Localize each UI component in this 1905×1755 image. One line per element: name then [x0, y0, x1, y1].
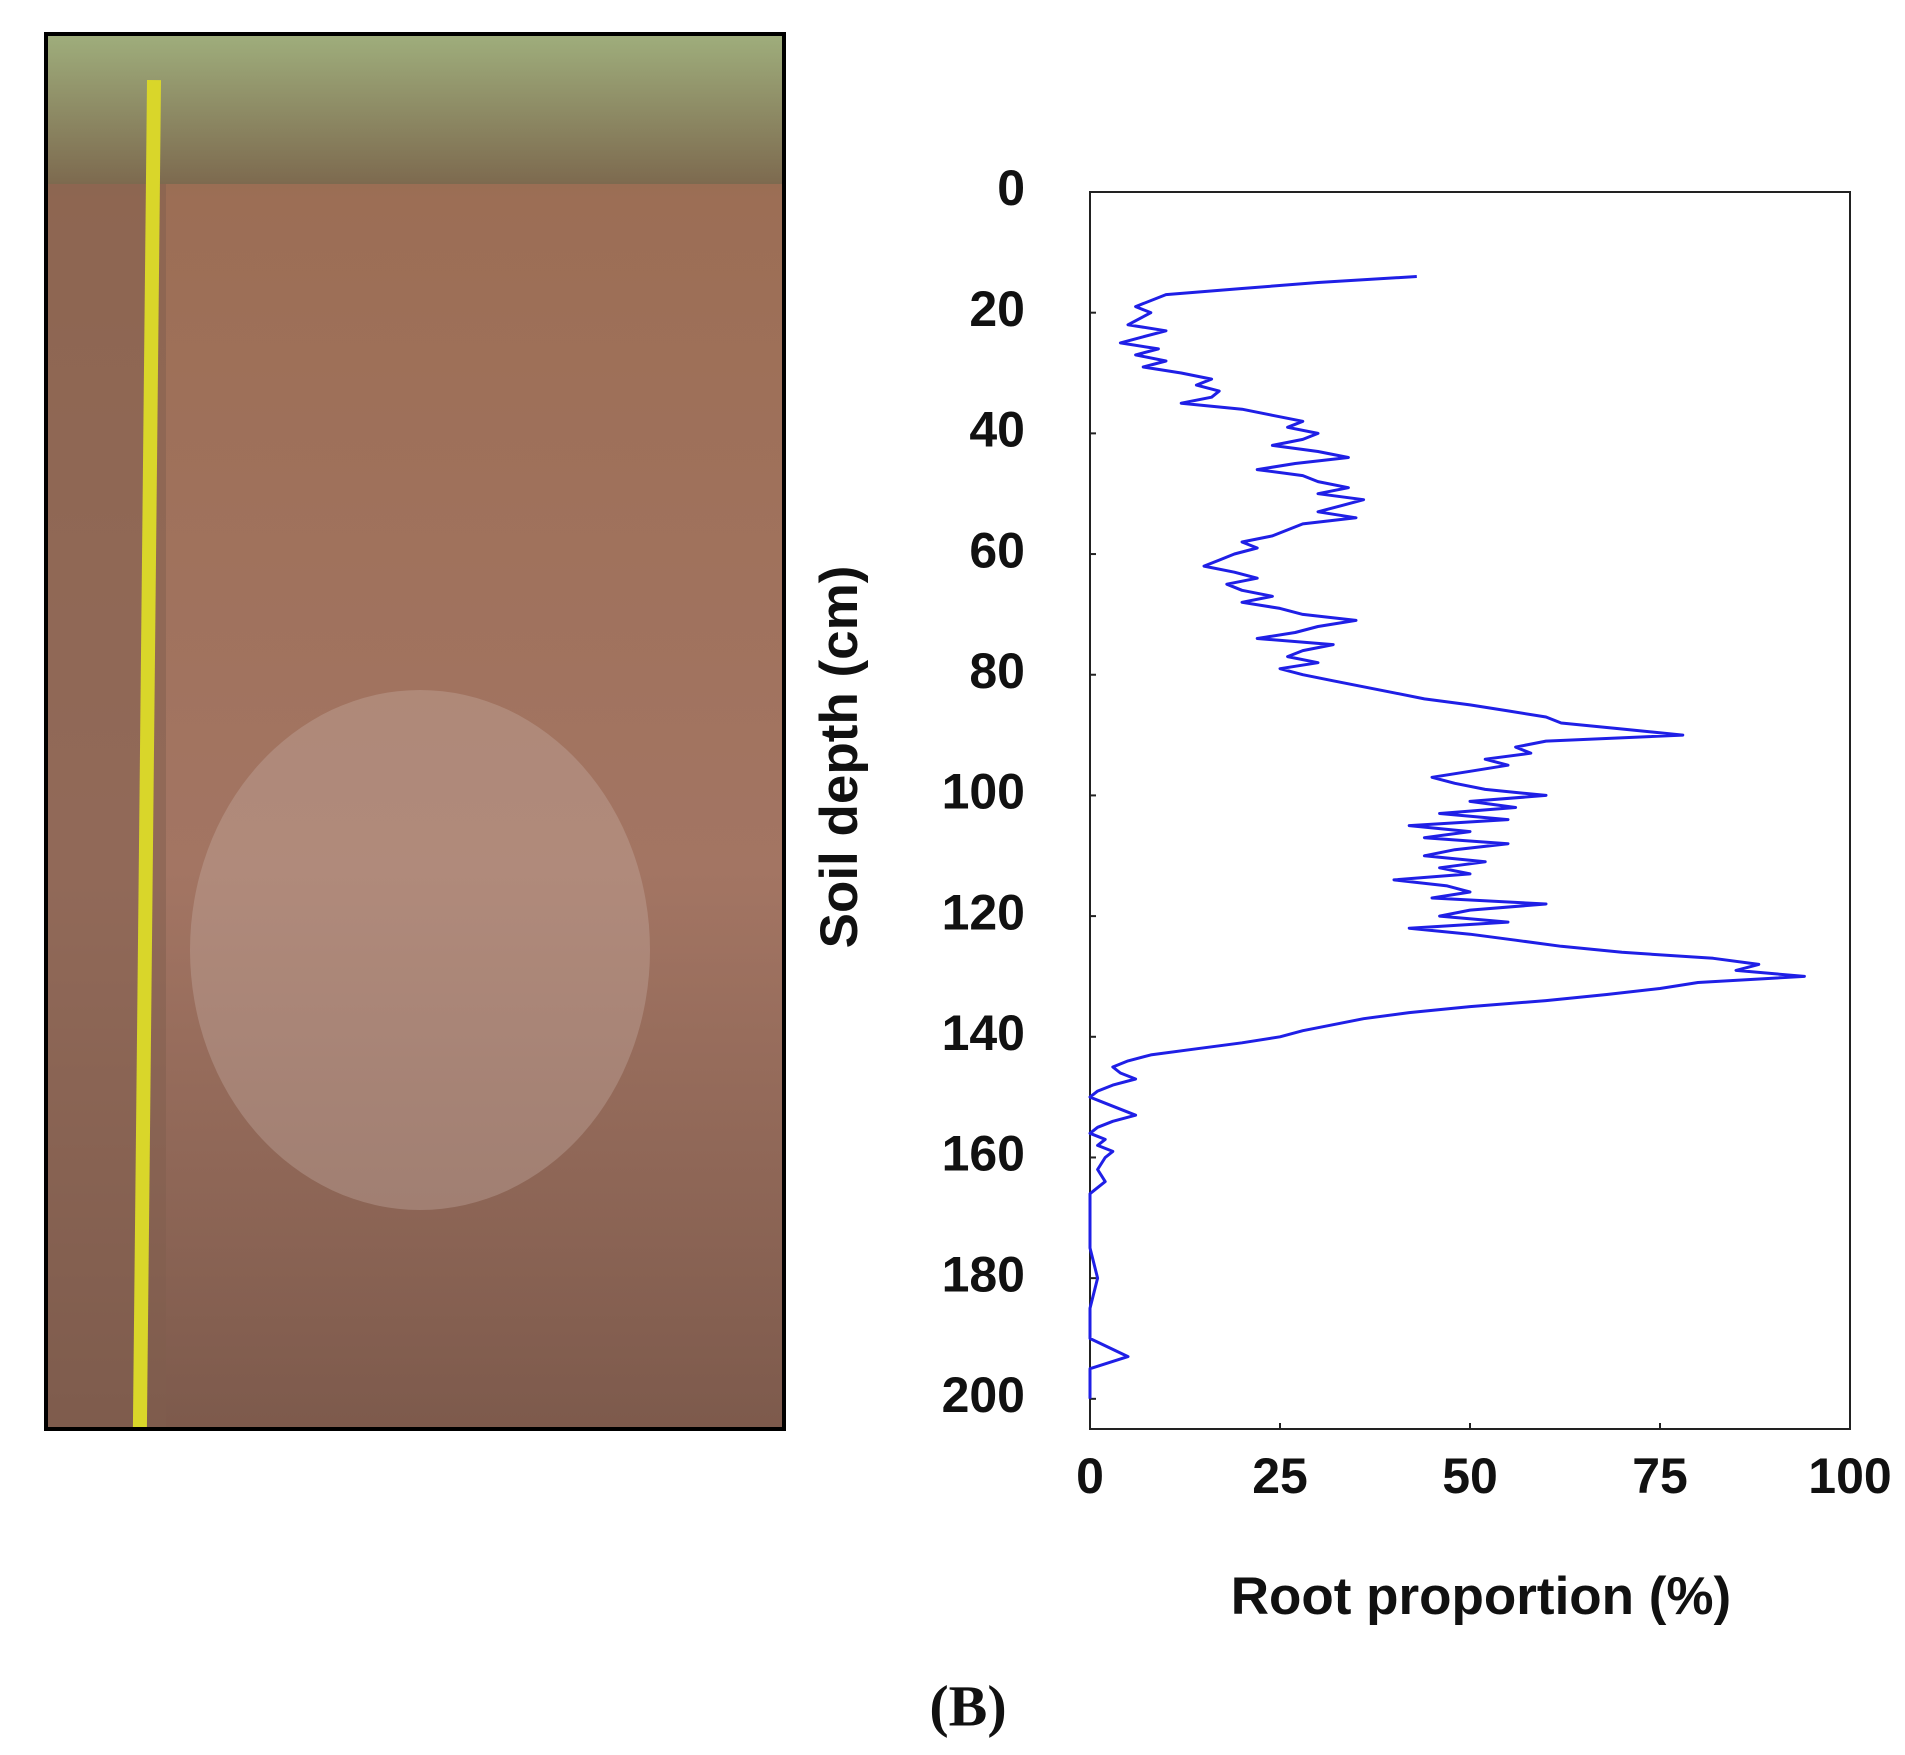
- y-tick-label: 60: [969, 522, 1025, 578]
- soil-profile: [46, 34, 784, 1429]
- y-axis-label: Soil depth (cm): [810, 566, 869, 949]
- grass-surface: [46, 34, 784, 184]
- y-tick-label: 20: [969, 281, 1025, 337]
- panel-label: (B): [929, 1673, 1006, 1738]
- soil-photo: [44, 32, 786, 1431]
- y-tick-label: 120: [942, 884, 1025, 940]
- y-tick-label: 160: [942, 1126, 1025, 1182]
- root-zone: [190, 690, 650, 1210]
- measuring-tape: [132, 79, 162, 1430]
- y-tick-label: 140: [942, 1005, 1025, 1061]
- y-tick-label: 40: [969, 402, 1025, 458]
- x-axis-label: Root proportion (%): [1231, 1567, 1731, 1626]
- x-tick-label: 25: [1252, 1448, 1308, 1504]
- y-tick-label: 180: [942, 1246, 1025, 1302]
- y-tick-label: 80: [969, 643, 1025, 699]
- y-tick-label: 0: [997, 160, 1025, 216]
- y-tick-label: 100: [942, 764, 1025, 820]
- x-tick-label: 100: [1808, 1448, 1891, 1504]
- x-tick-label: 50: [1442, 1448, 1498, 1504]
- x-tick-label: 75: [1632, 1448, 1688, 1504]
- photo-border: [44, 32, 786, 1431]
- root-profile-line: [1088, 275, 1806, 1399]
- x-tick-label: 0: [1076, 1448, 1104, 1504]
- y-tick-label: 200: [942, 1367, 1025, 1423]
